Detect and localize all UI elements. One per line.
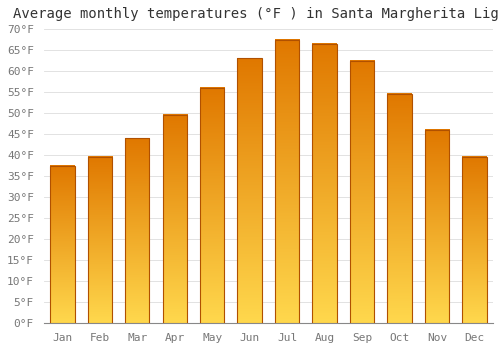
Bar — [238, 58, 262, 323]
Bar — [162, 115, 187, 323]
Bar — [50, 166, 74, 323]
Bar — [125, 138, 150, 323]
Title: Average monthly temperatures (°F ) in Santa Margherita Ligure: Average monthly temperatures (°F ) in Sa… — [13, 7, 500, 21]
Bar — [275, 40, 299, 323]
Bar — [350, 61, 374, 323]
Bar — [424, 130, 449, 323]
Bar — [312, 44, 336, 323]
Bar — [88, 157, 112, 323]
Bar — [388, 94, 411, 323]
Bar — [200, 88, 224, 323]
Bar — [462, 157, 486, 323]
